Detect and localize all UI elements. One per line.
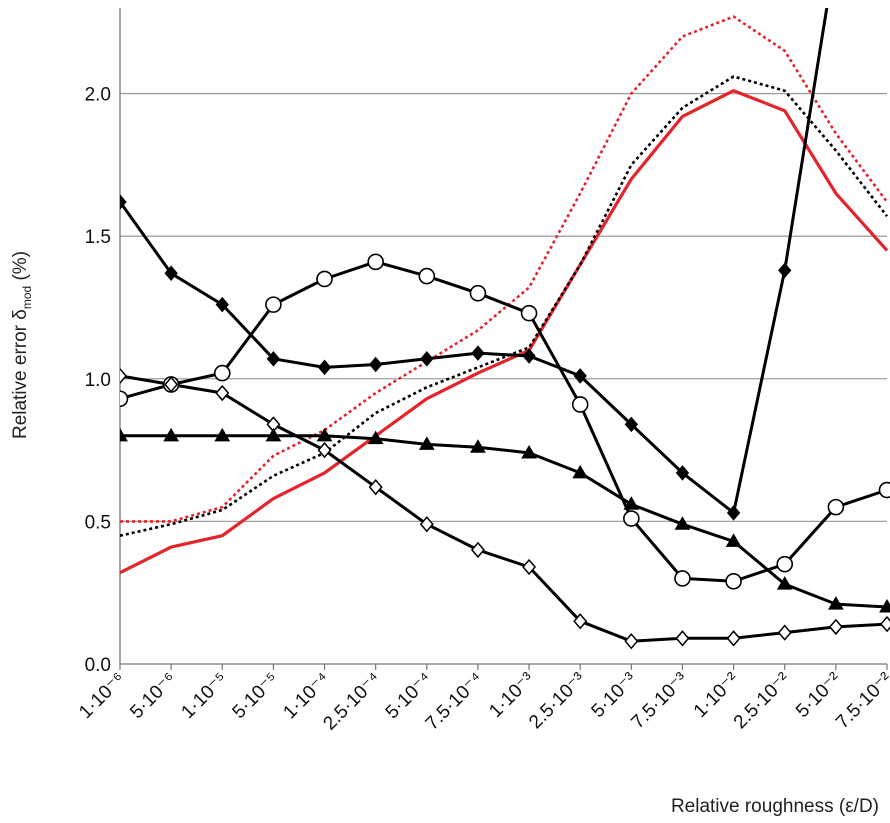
y-tick-label: 0.5: [85, 512, 111, 533]
data-point-circle: [213, 364, 231, 382]
data-point-diamond-open: [880, 615, 890, 633]
y-tick-label: 1.5: [85, 227, 111, 248]
series-line: [120, 260, 888, 583]
data-point-diamond-open: [368, 479, 383, 496]
data-point-diamond-open: [215, 384, 230, 402]
data-point-diamond-open: [419, 516, 434, 533]
x-tick-label: 7.5·10⁻²: [832, 669, 890, 734]
data-point-triangle: [265, 427, 282, 442]
y-axis-label: Relative error δmod (%): [10, 251, 34, 439]
data-point-triangle: [623, 496, 640, 510]
data-point-triangle: [725, 533, 742, 547]
data-point-diamond-open: [828, 618, 843, 636]
x-tick-label: 2.5·10⁻⁴: [319, 669, 385, 735]
data-point-triangle: [470, 439, 486, 453]
y-tick-label: 0.0: [85, 655, 111, 676]
data-point-diamond: [675, 465, 690, 481]
data-point-diamond: [624, 416, 638, 433]
markers-group: [120, 194, 890, 650]
data-point-diamond: [573, 368, 587, 384]
data-point-triangle: [163, 427, 180, 442]
data-point-circle: [623, 510, 640, 527]
data-point-circle: [316, 270, 333, 288]
data-point-diamond: [266, 351, 281, 367]
series-line: [120, 434, 888, 609]
data-point-circle: [469, 284, 487, 302]
data-point-diamond-open: [777, 624, 792, 641]
y-axis-label-main: Relative error δ: [10, 309, 31, 439]
data-point-diamond: [120, 194, 127, 210]
x-tick-labels: 1·10⁻⁶5·10⁻⁶1·10⁻⁵5·10⁻⁵1·10⁻⁴2.5·10⁻⁴5·…: [75, 669, 890, 735]
data-point-diamond: [522, 348, 536, 364]
y-axis-label-subscript: mod: [20, 286, 34, 309]
data-point-diamond-open: [317, 441, 332, 459]
data-point-diamond: [164, 265, 178, 282]
data-point-circle: [265, 296, 282, 313]
data-point-diamond: [726, 505, 741, 521]
x-tick-label: 1·10⁻⁶: [75, 669, 129, 723]
data-point-diamond-open: [573, 613, 588, 630]
x-tick-label: 2.5·10⁻²: [730, 669, 795, 734]
data-point-triangle: [879, 598, 890, 613]
data-point-triangle: [521, 444, 537, 459]
x-tick-label: 7.5·10⁻³: [627, 669, 692, 734]
series-line: [120, 89, 889, 575]
data-point-triangle: [776, 576, 793, 590]
data-point-circle: [120, 390, 129, 408]
data-point-diamond: [369, 356, 383, 373]
data-point-diamond-open: [522, 558, 537, 576]
y-tick-label: 1.0: [85, 370, 111, 391]
data-point-triangle: [827, 596, 844, 610]
x-tick-label: 5·10⁻⁵: [229, 669, 283, 723]
x-tick-label: 1·10⁻⁵: [177, 669, 231, 723]
data-point-circle: [367, 253, 384, 271]
data-point-diamond-open: [470, 541, 485, 559]
y-axis-label-unit: (%): [10, 251, 31, 286]
data-point-triangle: [674, 516, 691, 530]
gridlines: [120, 92, 887, 523]
data-point-triangle: [316, 427, 333, 442]
x-tick-label: 2.5·10⁻³: [525, 669, 590, 734]
y-tick-label: 2.0: [85, 85, 111, 106]
data-point-triangle: [120, 427, 128, 442]
data-point-circle: [418, 267, 436, 285]
data-point-circle: [725, 572, 742, 590]
data-point-circle: [827, 498, 845, 516]
data-point-circle: [776, 555, 794, 573]
y-tick-labels: 0.0 0.5 1.0 1.5 2.0: [85, 85, 111, 676]
series-line: [120, 374, 888, 643]
data-point-circle: [571, 396, 589, 413]
data-point-circle: [520, 304, 538, 322]
data-point-triangle: [572, 464, 589, 479]
data-point-circle: [674, 570, 691, 587]
x-tick-label: 7.5·10⁻⁴: [422, 669, 488, 735]
data-point-triangle: [418, 436, 435, 450]
series-line: [120, 75, 889, 537]
x-tick-label: 5·10⁻⁶: [126, 669, 180, 723]
data-point-diamond: [420, 351, 434, 367]
data-point-diamond: [471, 345, 485, 361]
data-point-diamond: [778, 262, 792, 279]
series-group: [120, 8, 889, 643]
data-point-diamond-open: [624, 633, 639, 650]
data-point-circle: [878, 481, 890, 499]
axes: [119, 8, 888, 670]
data-point-triangle: [214, 427, 231, 442]
series-line: [120, 15, 889, 523]
data-point-triangle: [367, 430, 384, 445]
data-point-diamond-open: [675, 630, 690, 647]
x-axis-label: Relative roughness (ε/D): [671, 796, 879, 817]
data-point-diamond-open: [120, 367, 127, 385]
data-point-diamond-open: [726, 630, 741, 647]
data-point-diamond: [317, 359, 332, 376]
data-point-diamond: [215, 296, 229, 313]
data-point-diamond-open: [164, 376, 179, 393]
